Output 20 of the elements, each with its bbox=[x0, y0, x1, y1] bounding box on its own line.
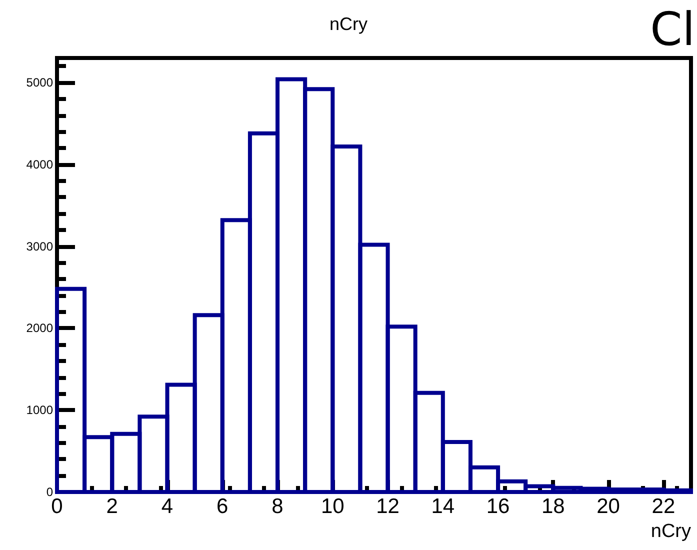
x-tick-label: 14 bbox=[431, 495, 455, 518]
x-tick-label: 22 bbox=[652, 495, 676, 518]
x-tick-label: 4 bbox=[161, 495, 174, 518]
y-tick-label: 2000 bbox=[26, 321, 54, 336]
x-tick-label: 2 bbox=[106, 495, 118, 518]
text: Cl bbox=[650, 2, 696, 56]
x-tick-label: 8 bbox=[272, 495, 284, 518]
y-tick-label: 5000 bbox=[26, 76, 54, 90]
x-axis-title: nCry bbox=[650, 521, 692, 542]
x-tick-label: 10 bbox=[320, 495, 344, 518]
x-tick-label: 16 bbox=[486, 495, 510, 518]
x-tick-label: 18 bbox=[541, 495, 565, 518]
x-tick-label: 20 bbox=[596, 495, 620, 518]
y-tick-label: 3000 bbox=[26, 239, 54, 254]
chart-title: nCry bbox=[329, 14, 368, 34]
x-tick-label: 12 bbox=[376, 495, 400, 518]
y-tick-label: 1000 bbox=[26, 403, 54, 418]
x-tick-label: 6 bbox=[216, 495, 228, 518]
y-tick-label: 4000 bbox=[26, 157, 54, 172]
y-tick-label: 0 bbox=[46, 485, 54, 499]
